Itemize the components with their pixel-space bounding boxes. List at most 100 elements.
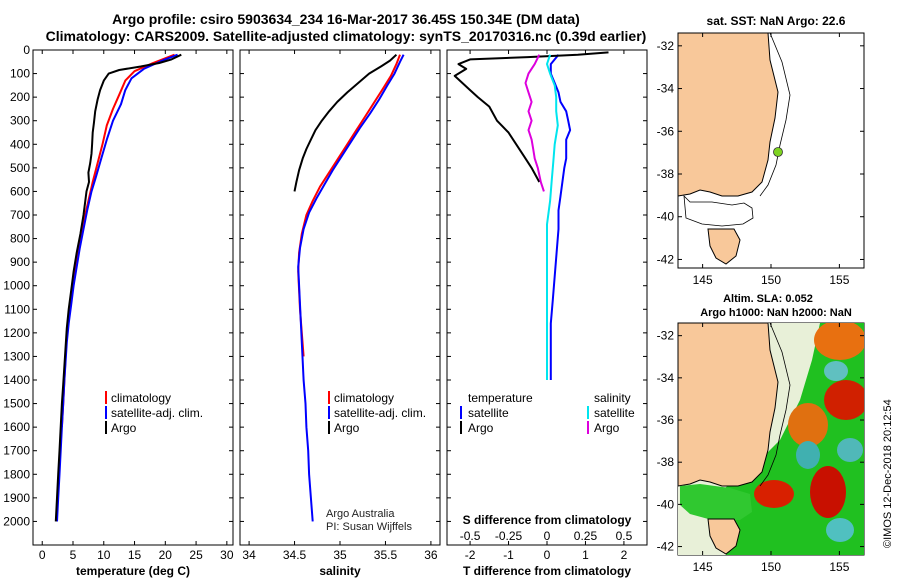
depth-tick-label: 1300 [3, 349, 30, 363]
t-difference-label: T difference from climatology [463, 564, 631, 578]
depth-tick-label: 500 [10, 161, 30, 175]
sst-map: sat. SST: NaN Argo: 22.6 145 150 155 -32 -34… [657, 14, 865, 287]
depth-tick-label: 1600 [3, 420, 30, 434]
salinity-panel: 34 34.5 35 35.5 36 salinity climatology sate… [239, 49, 441, 578]
credit-argo-australia: Argo Australia [326, 508, 395, 520]
depth-tick-label: 2000 [3, 514, 30, 528]
lat-tick-label: -38 [657, 167, 675, 181]
salinity-argo-line [524, 54, 545, 192]
temperature-argo-line [453, 51, 609, 183]
difference-ticks [447, 49, 647, 545]
depth-tick-label: 800 [10, 232, 30, 246]
lon-tick-label: 155 [829, 560, 849, 574]
salinity-xlabel: salinity [319, 564, 361, 578]
salinity-difference-tick-labels: -0.5 -0.25 0 0.25 0.5 [460, 529, 633, 543]
sst-map-ticks: 145 150 155 -32 -34 -36 -38 -40 -42 [657, 33, 864, 287]
s-x-tick-label: 0.5 [616, 529, 633, 543]
sla-cool-eddy-1 [824, 361, 848, 381]
lon-tick-label: 155 [829, 273, 849, 287]
x-tick-label: 34.5 [283, 548, 307, 562]
difference-legend: temperature satellite Argo salinity sate… [460, 391, 635, 435]
temperature-x-tick-labels: 0 5 10 15 20 25 30 [39, 548, 234, 562]
bass-strait-shelf [683, 194, 754, 227]
depth-tick-label: 1400 [3, 373, 30, 387]
legend-climatology: climatology [111, 391, 171, 405]
depth-tick-label: 0 [23, 43, 30, 57]
x-tick-label: 36 [424, 548, 438, 562]
salinity-lines [293, 53, 405, 522]
temperature-ticks [33, 49, 233, 545]
lat-tick-label: -36 [657, 413, 675, 427]
depth-tick-label: 300 [10, 114, 30, 128]
lon-tick-label: 150 [761, 560, 781, 574]
sla-map-ticks: 145 150 155 -32 -34 -36 -38 -40 -42 [657, 323, 864, 574]
mainland-australia [678, 33, 779, 197]
depth-axis-labels: 0 100 200 300 400 500 600 700 800 900 1000 1100 1200… [3, 43, 30, 528]
temperature-satellite-line [549, 54, 572, 380]
x-tick-label: 1 [582, 548, 589, 562]
x-tick-label: 10 [97, 548, 111, 562]
depth-tick-label: 1100 [4, 302, 30, 316]
lat-tick-label: -42 [657, 540, 675, 554]
s-x-tick-label: -0.5 [460, 529, 481, 543]
x-tick-label: 2 [621, 548, 628, 562]
depth-tick-label: 900 [10, 255, 30, 269]
sla-map: Altim. SLA: 0.052 Argo h1000: NaN h2000:… [657, 293, 865, 574]
s-difference-label: S difference from climatology [463, 513, 632, 527]
depth-tick-label: 1200 [3, 326, 30, 340]
x-tick-label: 34 [242, 548, 256, 562]
s-x-tick-label: 0 [544, 529, 551, 543]
legend-argo: Argo [334, 421, 360, 435]
argo-position-marker [773, 147, 783, 157]
legend-t-argo: Argo [468, 421, 494, 435]
sla-warm-eddy-north [814, 323, 864, 360]
lat-tick-label: -40 [657, 497, 675, 511]
lat-tick-label: -38 [657, 455, 675, 469]
temperature-lines [54, 53, 182, 522]
sla-warm-eddy-east [824, 380, 864, 420]
sla-cool-eddy-4 [826, 518, 854, 542]
salinity-satellite-line [546, 54, 559, 380]
x-tick-label: 0 [39, 548, 46, 562]
x-tick-label: 35 [333, 548, 347, 562]
sla-tasmania [707, 518, 741, 555]
x-tick-label: 5 [70, 548, 77, 562]
shelf-contour [759, 33, 791, 197]
salinity-ticks [240, 49, 440, 545]
depth-tick-label: 200 [10, 90, 30, 104]
legend-s-satellite: satellite [594, 406, 635, 420]
depth-tick-label: 100 [10, 67, 30, 81]
x-tick-label: -2 [465, 548, 476, 562]
credit-side: ©IMOS 12-Dec-2018 20:12:54 [882, 399, 894, 548]
difference-panel: -2 -1 0 1 2 -0.5 -0.25 0 0.25 0.5 S difference f… [446, 49, 648, 578]
depth-tick-label: 1700 [3, 444, 30, 458]
lat-tick-label: -36 [657, 124, 675, 138]
title-line1: Argo profile: csiro 5903634_234 16-Mar-2… [112, 11, 580, 27]
lat-tick-label: -32 [657, 329, 675, 343]
argo-line [54, 53, 182, 522]
legend-argo: Argo [111, 421, 137, 435]
sla-title2: Argo h1000: NaN h2000: NaN [700, 307, 852, 319]
depth-tick-label: 600 [10, 184, 30, 198]
salinity-frame [239, 49, 441, 546]
x-tick-label: 20 [159, 548, 173, 562]
x-tick-label: 0 [544, 548, 551, 562]
s-x-tick-label: 0.25 [574, 529, 598, 543]
sla-cool-eddy-2 [796, 441, 820, 469]
x-tick-label: 25 [189, 548, 203, 562]
sla-warm-eddy-west [754, 480, 794, 508]
difference-lines [453, 51, 609, 380]
legend-salinity-title: salinity [594, 391, 631, 405]
lat-tick-label: -34 [657, 82, 675, 96]
temperature-legend: climatology satellite-adj. clim. Argo [105, 391, 203, 435]
x-tick-label: 30 [220, 548, 234, 562]
sla-mainland-australia [678, 323, 779, 487]
depth-tick-label: 1500 [3, 397, 30, 411]
x-tick-label: 35.5 [374, 548, 398, 562]
legend-climatology: climatology [334, 391, 394, 405]
legend-t-satellite: satellite [468, 406, 509, 420]
lat-tick-label: -40 [657, 210, 675, 224]
depth-tick-label: 700 [10, 208, 30, 222]
salinity-legend: climatology satellite-adj. clim. Argo [328, 391, 426, 435]
legend-temperature-title: temperature [468, 391, 533, 405]
